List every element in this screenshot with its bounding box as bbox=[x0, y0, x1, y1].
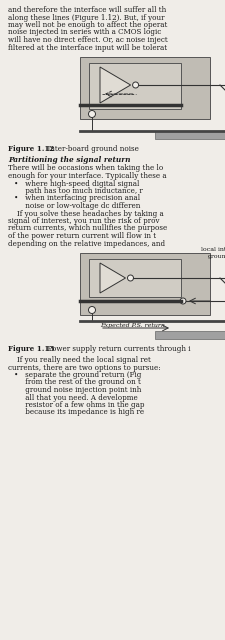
Text: all that you need. A developme: all that you need. A developme bbox=[14, 394, 137, 401]
Text: because its impedance is high re: because its impedance is high re bbox=[14, 408, 144, 417]
Text: and therefore the interface will suffer all th: and therefore the interface will suffer … bbox=[8, 6, 166, 14]
Text: noise injected in series with a CMOS logic: noise injected in series with a CMOS log… bbox=[8, 29, 160, 36]
Text: Figure 1.13: Figure 1.13 bbox=[8, 345, 54, 353]
Text: local int: local int bbox=[200, 247, 225, 252]
Circle shape bbox=[132, 82, 138, 88]
Text: Inter-board ground noise: Inter-board ground noise bbox=[43, 145, 138, 153]
Text: Figure 1.12: Figure 1.12 bbox=[8, 145, 54, 153]
Bar bbox=[89, 63, 180, 109]
Text: return currents, which nullifies the purpose: return currents, which nullifies the pur… bbox=[8, 225, 166, 232]
Text: noise or low-voltage dc differen: noise or low-voltage dc differen bbox=[14, 202, 140, 210]
Circle shape bbox=[127, 275, 133, 281]
Text: filtered at the interface input will be tolerat: filtered at the interface input will be … bbox=[8, 44, 166, 51]
Text: resistor of a few ohms in the gap: resistor of a few ohms in the gap bbox=[14, 401, 144, 409]
Text: If you solve these headaches by taking a: If you solve these headaches by taking a bbox=[8, 209, 163, 218]
Circle shape bbox=[179, 298, 185, 304]
Text: If you really need the local signal ret: If you really need the local signal ret bbox=[8, 356, 150, 364]
Text: currents, there are two options to pursue:: currents, there are two options to pursu… bbox=[8, 364, 160, 371]
Text: enough for your interface. Typically these a: enough for your interface. Typically the… bbox=[8, 172, 166, 180]
Text: Expected P.S. return: Expected P.S. return bbox=[99, 323, 164, 328]
Text: along these lines (Figure 1.12). But, if your: along these lines (Figure 1.12). But, if… bbox=[8, 13, 164, 22]
Text: •   separate the ground return (Fig: • separate the ground return (Fig bbox=[14, 371, 141, 379]
Circle shape bbox=[88, 307, 95, 314]
Text: There will be occasions when taking the lo: There will be occasions when taking the … bbox=[8, 164, 162, 173]
Bar bbox=[154, 131, 225, 139]
Text: •   when interfacing precision anal: • when interfacing precision anal bbox=[14, 195, 140, 202]
Text: •   where high-speed digital signal: • where high-speed digital signal bbox=[14, 179, 139, 188]
Text: Partitioning the signal return: Partitioning the signal return bbox=[8, 156, 130, 164]
Text: signal of interest, you run the risk of prov: signal of interest, you run the risk of … bbox=[8, 217, 159, 225]
Text: depending on the relative impedances, and: depending on the relative impedances, an… bbox=[8, 239, 164, 248]
Bar bbox=[80, 253, 209, 315]
Bar bbox=[89, 259, 180, 297]
Text: ground noise injection point inh: ground noise injection point inh bbox=[14, 386, 141, 394]
Polygon shape bbox=[99, 67, 130, 103]
Bar bbox=[154, 331, 225, 339]
Text: may well not be enough to affect the operat: may well not be enough to affect the ope… bbox=[8, 21, 167, 29]
Text: groun: groun bbox=[207, 254, 225, 259]
Text: from the rest of the ground on t: from the rest of the ground on t bbox=[14, 378, 140, 387]
Text: will have no direct effect. Or, ac noise inject: will have no direct effect. Or, ac noise… bbox=[8, 36, 167, 44]
Bar bbox=[80, 57, 209, 119]
Text: of the power return current will flow in t: of the power return current will flow in… bbox=[8, 232, 155, 240]
Text: Power supply return currents through i: Power supply return currents through i bbox=[43, 345, 190, 353]
Circle shape bbox=[88, 111, 95, 118]
Polygon shape bbox=[99, 263, 125, 293]
Text: path has too much inductance, r: path has too much inductance, r bbox=[14, 187, 142, 195]
